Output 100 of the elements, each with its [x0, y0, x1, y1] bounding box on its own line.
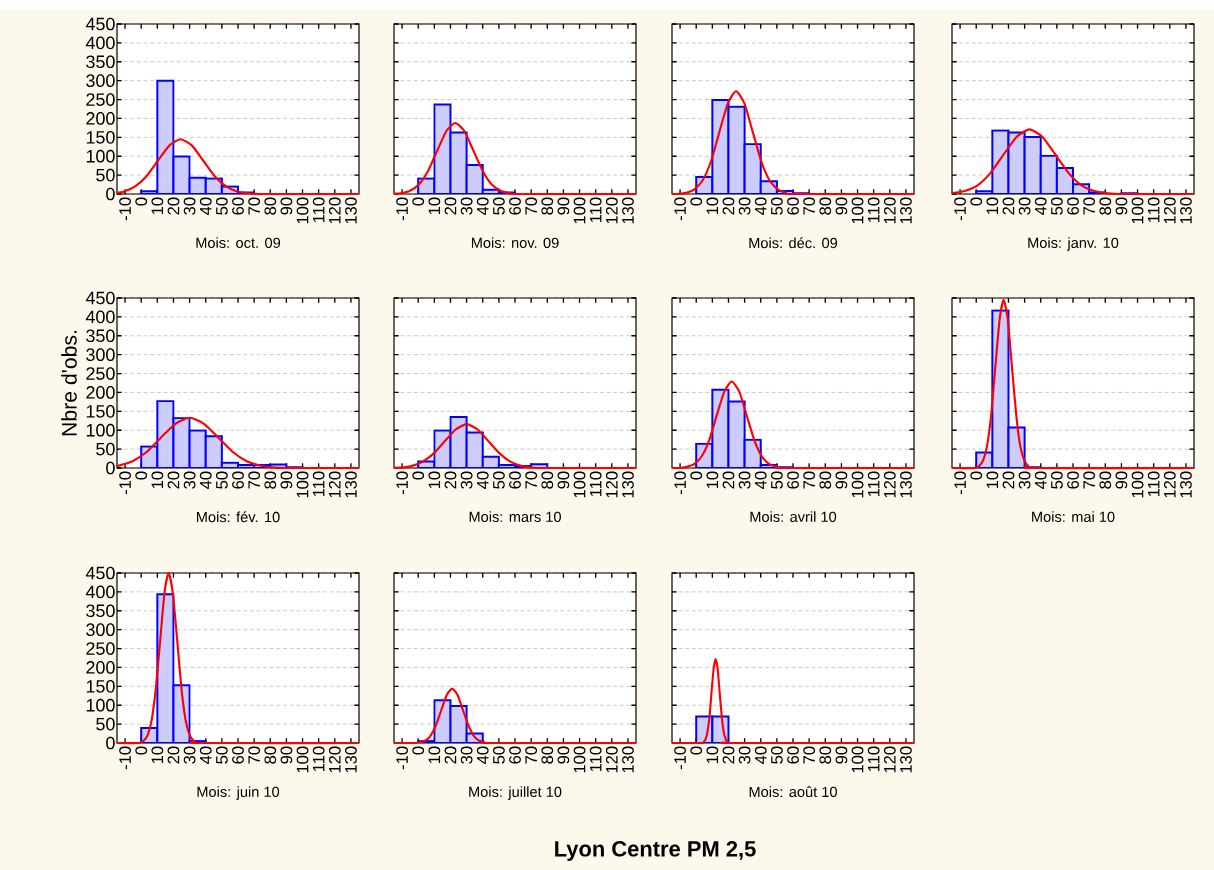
x-tick-label: 70 — [803, 471, 816, 489]
x-tick-label: -10 — [674, 471, 686, 495]
x-tick-label: 60 — [232, 746, 244, 764]
x-tick-label: 20 — [722, 746, 735, 764]
y-tick-label: 250 — [86, 93, 115, 106]
y-tick-label: 100 — [86, 423, 115, 437]
x-tick-label: 80 — [819, 197, 832, 215]
x-tick-label: 130 — [1180, 471, 1192, 498]
x-tick-label: 10 — [151, 746, 164, 764]
x-tick-label: 80 — [1099, 471, 1112, 489]
x-tick-label: 120 — [328, 197, 341, 224]
x-axis-title: Mois: déc. 09 — [749, 237, 838, 249]
x-tick-label: 20 — [1002, 197, 1015, 215]
x-tick-label: 90 — [1115, 471, 1128, 489]
x-tick-label: 20 — [1002, 471, 1015, 489]
x-tick-label: 0 — [970, 197, 983, 206]
x-tick-label: 80 — [541, 471, 554, 489]
x-tick-label: 120 — [328, 746, 341, 773]
y-tick-label: 250 — [86, 642, 115, 655]
x-tick-label: 20 — [444, 197, 457, 215]
x-tick-label: 20 — [444, 746, 457, 764]
x-tick-label: 80 — [541, 197, 554, 215]
x-tick-label: 50 — [1051, 197, 1063, 215]
x-axis-title: Mois: mai 10 — [1032, 511, 1115, 523]
x-tick-label: 30 — [183, 197, 196, 215]
x-tick-label: 70 — [248, 197, 261, 215]
x-axis-title: Mois: juillet 10 — [469, 786, 562, 800]
x-tick-label: 20 — [167, 746, 180, 764]
x-tick-label: 130 — [1180, 197, 1192, 224]
x-tick-label: 120 — [883, 471, 896, 498]
x-tick-label: 110 — [589, 471, 602, 497]
x-tick-label: 70 — [248, 746, 261, 764]
x-tick-label: 0 — [135, 471, 148, 480]
x-tick-label: 10 — [428, 746, 441, 764]
x-tick-label: 110 — [312, 471, 325, 497]
x-tick-label: 40 — [199, 746, 212, 765]
x-tick-label: -10 — [954, 197, 966, 221]
x-tick-label: 30 — [460, 471, 473, 489]
x-tick-label: 50 — [771, 197, 783, 215]
x-tick-label: 100 — [851, 746, 864, 773]
x-tick-label: 110 — [589, 746, 602, 772]
x-tick-label: 0 — [690, 471, 703, 480]
x-tick-label: 40 — [1034, 197, 1047, 216]
y-tick-label: 50 — [96, 168, 115, 182]
text: Lyon Centre PM 2,5 — [555, 841, 756, 861]
x-tick-label: 60 — [509, 746, 521, 764]
y-tick-label: 400 — [85, 585, 115, 599]
x-tick-label: 110 — [867, 746, 880, 772]
x-tick-label: 40 — [199, 197, 212, 216]
x-tick-label: -10 — [396, 471, 408, 495]
y-tick-label: 150 — [86, 404, 115, 418]
y-tick-label: 450 — [85, 566, 115, 580]
x-tick-label: 20 — [167, 471, 180, 489]
x-tick-label: 90 — [835, 471, 848, 489]
x-tick-label: 30 — [738, 197, 751, 215]
x-tick-label: 20 — [722, 471, 735, 489]
x-tick-label: 10 — [151, 471, 164, 489]
y-tick-label: 150 — [86, 679, 115, 693]
x-axis-title: Mois: nov. 09 — [471, 237, 559, 249]
x-axis-title: Mois: août 10 — [749, 786, 837, 798]
x-tick-label: 30 — [738, 471, 751, 489]
x-tick-label: 110 — [1147, 471, 1160, 497]
y-tick-label: 200 — [86, 112, 115, 125]
x-axis-title: Mois: fév. 10 — [196, 511, 280, 523]
x-tick-label: 60 — [509, 197, 521, 215]
x-tick-label: 120 — [605, 746, 618, 773]
x-tick-label: 50 — [771, 471, 783, 489]
x-tick-label: 70 — [803, 197, 816, 215]
x-tick-label: 90 — [835, 197, 848, 215]
x-tick-label: 120 — [1163, 197, 1176, 224]
y-tick-label: 400 — [85, 36, 115, 50]
x-tick-label: 50 — [493, 197, 505, 215]
x-tick-label: 60 — [232, 197, 244, 215]
x-tick-label: -10 — [674, 746, 686, 770]
x-tick-label: 90 — [1115, 197, 1128, 215]
y-tick-label: 350 — [86, 604, 115, 618]
x-tick-label: 90 — [280, 197, 293, 215]
x-tick-label: 70 — [525, 471, 538, 489]
y-tick-label: 50 — [96, 717, 115, 731]
x-tick-label: 70 — [803, 746, 816, 764]
x-tick-label: -10 — [674, 197, 686, 221]
x-tick-label: 20 — [444, 471, 457, 489]
x-tick-label: 130 — [900, 197, 912, 224]
x-tick-label: 50 — [493, 746, 505, 764]
x-tick-label: 0 — [135, 197, 148, 206]
y-tick-label: 400 — [85, 310, 115, 324]
x-tick-label: 50 — [216, 471, 228, 489]
x-tick-label: 30 — [1018, 197, 1031, 215]
x-tick-label: 100 — [851, 197, 864, 224]
y-tick-label: 150 — [86, 130, 115, 144]
x-tick-label: 20 — [167, 197, 180, 215]
x-tick-label: 0 — [970, 471, 983, 480]
x-tick-label: 90 — [557, 197, 570, 215]
x-tick-label: -10 — [396, 197, 408, 221]
x-tick-label: 30 — [183, 746, 196, 764]
x-tick-label: 60 — [232, 471, 244, 489]
x-tick-label: 130 — [900, 746, 912, 773]
x-tick-label: 90 — [280, 471, 293, 489]
x-tick-label: 80 — [264, 471, 277, 489]
x-tick-label: 100 — [296, 471, 309, 498]
